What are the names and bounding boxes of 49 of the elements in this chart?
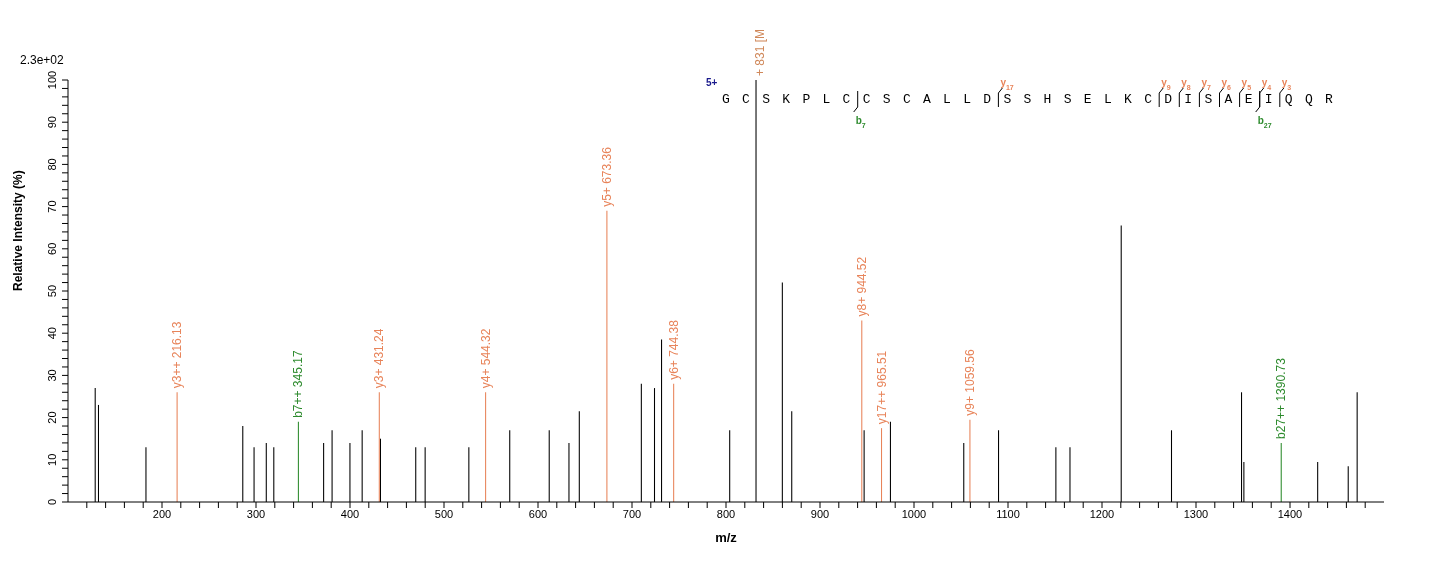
y-tick-label: 100 xyxy=(46,70,58,90)
x-tick-label: 500 xyxy=(434,507,454,520)
x-tick-label: 1000 xyxy=(901,507,927,520)
y-tick-label: 60 xyxy=(46,242,58,255)
annotation: y$_{17}$ xyxy=(1000,77,1014,91)
annotation: b$_{7}$ xyxy=(855,115,866,129)
y-tick-label: 30 xyxy=(46,369,58,382)
x-tick-label: 800 xyxy=(716,507,736,520)
x-tick-label: 1200 xyxy=(1089,507,1115,520)
x-tick-label: 300 xyxy=(246,507,266,520)
x-axis-title: m/z xyxy=(715,530,738,545)
data-label: b27++ 1390.73 xyxy=(1274,357,1289,439)
data-label: y3++ 216.13 xyxy=(170,321,185,389)
data-label: y17++ 965.51 xyxy=(874,350,889,425)
annotation: y$_{8}$ xyxy=(1181,77,1191,91)
y-tick-label: 0 xyxy=(46,498,58,506)
y-axis-title: Relative Intensity (%) xyxy=(11,170,26,291)
data-label: y6+ 744.38 xyxy=(666,319,681,380)
x-tick-label: 1300 xyxy=(1183,507,1209,520)
x-tick-label: 1400 xyxy=(1277,507,1303,520)
x-tick-label: 600 xyxy=(528,507,548,520)
annotation: y$_{7}$ xyxy=(1201,77,1211,91)
data-label: y9+ 1059.56 xyxy=(962,348,977,416)
y-tick-label: 80 xyxy=(46,158,58,171)
data-label: y4+ 544.32 xyxy=(478,328,493,389)
annotation: y$_{4}$ xyxy=(1261,77,1272,91)
text: 2.3e+02 xyxy=(20,53,65,67)
y-tick-label: 20 xyxy=(46,411,58,424)
data-label: y8+ 944.52 xyxy=(854,256,869,317)
x-tick-label: 700 xyxy=(622,507,642,520)
x-tick-label: 900 xyxy=(810,507,830,520)
y-tick-label: 90 xyxy=(46,116,58,129)
data-label: b7++ 345.17 xyxy=(291,350,306,418)
y-tick-label: 70 xyxy=(46,200,58,213)
x-tick-label: 1100 xyxy=(996,507,1020,520)
annotation: + 831 [M xyxy=(753,28,768,76)
y-tick-label: 40 xyxy=(46,327,58,340)
annotation: b$_{27}$ xyxy=(1257,115,1272,129)
x-tick-label: 200 xyxy=(152,507,172,520)
x-tick-label: 400 xyxy=(340,507,360,520)
data-label: y3+ 431.24 xyxy=(372,328,387,389)
annotation: y$_{6}$ xyxy=(1221,77,1232,91)
y-tick-label: 10 xyxy=(46,453,58,466)
y-tick-label: 50 xyxy=(46,284,58,298)
annotation: y$_{9}$ xyxy=(1161,77,1171,91)
annotation: y$_{3}$ xyxy=(1281,77,1292,91)
data-label: y5+ 673.36 xyxy=(599,146,614,207)
annotation: 5+ xyxy=(706,77,718,88)
annotation: y$_{5}$ xyxy=(1241,77,1252,91)
